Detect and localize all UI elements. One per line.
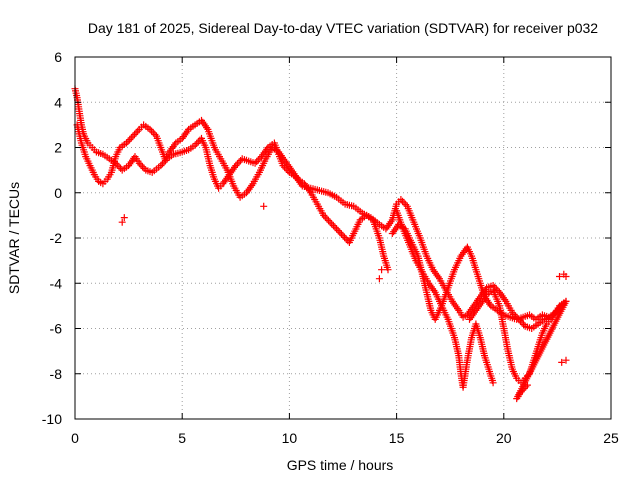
data-point [328, 220, 336, 228]
data-point [562, 356, 570, 364]
data-point [131, 131, 138, 138]
axis-ticks: 0 5 10 15 20 25 -10 -8 -6 -4 -2 0 2 4 6 [42, 49, 619, 446]
data-point [134, 127, 142, 135]
data-point [384, 266, 392, 274]
data-point [253, 158, 261, 166]
x-tick-label: 25 [603, 430, 619, 446]
data-point [320, 211, 328, 219]
x-tick-label: 20 [496, 430, 512, 446]
data-point [158, 160, 166, 168]
data-point [520, 385, 528, 392]
data-point [489, 379, 497, 387]
data-point [151, 131, 159, 138]
x-axis-label: GPS time / hours [287, 457, 394, 473]
data-point [562, 273, 570, 280]
y-tick-label: 4 [54, 94, 62, 110]
y-tick-label: -2 [50, 230, 63, 246]
data-point [323, 215, 331, 223]
data-point [140, 164, 148, 172]
data-point [132, 129, 140, 137]
data-point [120, 214, 128, 222]
data-point [146, 125, 154, 133]
data-point [321, 213, 329, 221]
data-point [124, 137, 132, 145]
data-point [118, 218, 126, 226]
data-point [233, 160, 241, 168]
data-point [123, 139, 130, 147]
data-point [331, 223, 339, 231]
y-tick-label: 2 [54, 140, 62, 156]
data-point [375, 275, 383, 283]
y-axis-label: SDTVAR / TECUs [6, 182, 22, 294]
y-tick-label: -6 [50, 321, 63, 337]
y-tick-label: -8 [50, 366, 63, 382]
data-point [339, 232, 347, 240]
x-tick-label: 15 [389, 430, 405, 446]
data-point [157, 162, 165, 170]
data-point [194, 138, 202, 146]
data-point [523, 381, 531, 389]
data-point [235, 158, 243, 166]
data-point [254, 156, 262, 164]
data-point [402, 201, 410, 209]
data-point [135, 159, 143, 167]
data-point [519, 386, 527, 394]
data-point [126, 136, 134, 144]
data-point [518, 319, 526, 327]
data-point [191, 141, 199, 149]
data-point [336, 228, 344, 236]
data-point [334, 227, 342, 235]
data-point [129, 132, 137, 140]
data-point [149, 129, 157, 137]
data-point [342, 235, 350, 243]
y-tick-label: 0 [54, 185, 62, 201]
data-point [193, 140, 201, 147]
data-point [326, 218, 334, 226]
data-point [137, 161, 145, 169]
y-tick-label: -10 [42, 411, 62, 427]
data-point [148, 127, 156, 135]
data-point [260, 202, 268, 210]
data-point [251, 159, 259, 167]
chart-title: Day 181 of 2025, Sidereal Day-to-day VTE… [88, 20, 598, 36]
data-point [329, 222, 337, 230]
data-point [333, 225, 341, 233]
x-tick-label: 0 [71, 430, 79, 446]
data-point [556, 273, 563, 280]
data-point [558, 358, 566, 366]
y-tick-label: -4 [50, 275, 63, 291]
data-point [399, 197, 406, 205]
x-tick-label: 10 [282, 430, 298, 446]
data-point [139, 163, 146, 171]
x-tick-label: 5 [178, 430, 186, 446]
data-point [520, 321, 528, 328]
data-point [400, 199, 408, 207]
data-point [232, 162, 240, 170]
data-point [237, 157, 245, 164]
data-point [115, 163, 123, 171]
data-point [325, 217, 332, 224]
data-point [378, 266, 386, 274]
data-point [337, 230, 345, 238]
y-tick-label: 6 [54, 49, 62, 65]
data-points [71, 85, 570, 403]
data-point [517, 388, 525, 396]
data-point [397, 196, 405, 203]
data-point [127, 134, 135, 142]
data-point [522, 383, 530, 391]
data-point [341, 233, 349, 241]
